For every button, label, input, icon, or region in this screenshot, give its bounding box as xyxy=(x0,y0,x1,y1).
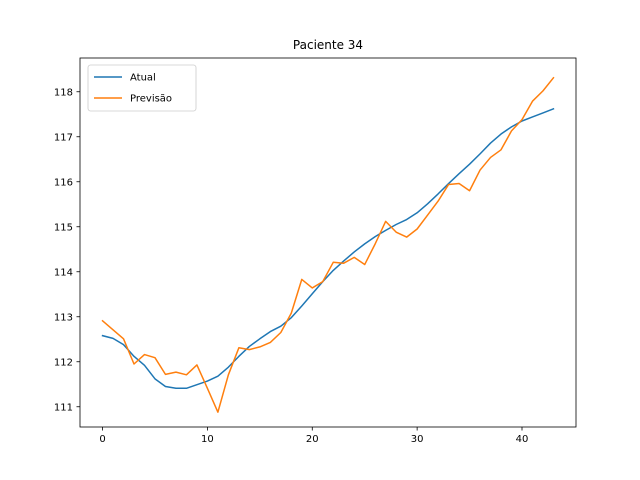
x-tick-label: 0 xyxy=(99,434,105,445)
legend: Atual Previsão xyxy=(87,64,197,112)
x-tick-label: 40 xyxy=(516,434,529,445)
y-tick-label: 113 xyxy=(54,312,73,323)
y-axis: 111 112 113 114 115 116 117 118 xyxy=(54,87,80,413)
y-tick-label: 116 xyxy=(54,177,73,188)
chart-title: Paciente 34 xyxy=(293,38,363,52)
axes-frame xyxy=(79,57,577,428)
legend-label: Previsão xyxy=(130,94,172,105)
y-tick-label: 118 xyxy=(54,87,73,98)
x-axis: 0 10 20 30 40 xyxy=(99,427,528,445)
legend-label: Atual xyxy=(130,73,156,84)
x-tick-label: 20 xyxy=(306,434,319,445)
series-line-previsao xyxy=(101,76,555,413)
x-tick-label: 10 xyxy=(201,434,214,445)
y-tick-label: 112 xyxy=(54,357,73,368)
series-layer xyxy=(101,76,555,413)
series-line-atual xyxy=(101,107,555,390)
y-tick-label: 114 xyxy=(54,267,73,278)
y-tick-label: 115 xyxy=(54,222,73,233)
x-tick-label: 30 xyxy=(411,434,424,445)
y-tick-label: 117 xyxy=(54,132,73,143)
y-tick-label: 111 xyxy=(54,402,73,413)
